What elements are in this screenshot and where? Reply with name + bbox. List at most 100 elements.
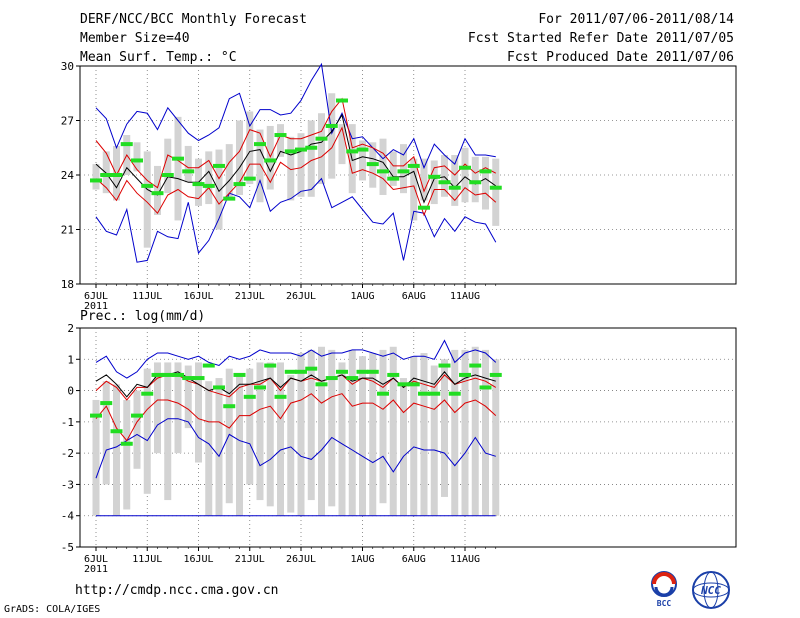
prec-spread-box <box>389 346 397 516</box>
chart-title: DERF/NCC/BCC Monthly Forecast <box>80 12 307 27</box>
temp-spread-box <box>400 144 407 194</box>
temp-spread-box <box>133 142 141 172</box>
temp-year-label: 2011 <box>84 301 108 312</box>
temp-median-mark <box>264 158 277 163</box>
temp-spread-box <box>328 93 336 179</box>
temp-xtick-label: 11JUL <box>132 291 162 302</box>
prec-spread-box <box>236 374 243 516</box>
prec-ytick-label: -3 <box>61 478 74 491</box>
temp-median-mark <box>151 191 164 196</box>
temp-median-mark <box>202 183 215 188</box>
precipitation-panel: 6JUL 11JUL 16JUL 21JUL 26JUL 1AUG 6AUG 11AUG201… <box>61 322 737 575</box>
temp-spread-box <box>92 164 100 190</box>
temp-median-mark <box>315 136 328 141</box>
prec-spread-box <box>205 381 213 516</box>
temp-spread-box <box>184 145 192 183</box>
prec-median-mark <box>459 372 471 377</box>
temp-median-mark <box>295 147 307 152</box>
temp-median-mark <box>418 205 430 210</box>
prec-median-mark <box>315 382 328 387</box>
temp-ytick-label: 18 <box>61 278 74 291</box>
temp-xtick-label: 6JUL <box>84 291 108 302</box>
prec-spread-box <box>430 365 438 516</box>
prec-median-mark <box>254 385 266 390</box>
prec-ytick-label: 1 <box>67 353 74 366</box>
prec-outer-high-line <box>95 339 497 379</box>
temp-spread-box <box>256 129 264 203</box>
prec-spread-box <box>297 353 305 516</box>
temp-median-mark <box>131 158 143 163</box>
bcc-logo-text: BCC <box>657 599 672 608</box>
prec-spread-box <box>154 362 161 454</box>
prec-median-mark <box>213 385 225 390</box>
precip-panel-label: Prec.: log(mm/d) <box>80 309 206 324</box>
prec-inner-low-line <box>95 393 497 442</box>
temp-median-mark <box>448 185 461 190</box>
temp-median-mark <box>274 133 287 138</box>
temp-median-mark <box>438 180 451 185</box>
prec-median-mark <box>110 429 123 434</box>
temp-median-mark <box>469 180 482 185</box>
prec-ytick-label: -4 <box>61 510 75 523</box>
prec-median-mark <box>366 369 379 374</box>
prec-median-mark <box>479 385 492 390</box>
fcst-started-date: Fcst Started Refer Date 2011/07/05 <box>467 31 734 46</box>
temp-spread-box <box>441 155 448 197</box>
prec-median-mark <box>438 363 451 368</box>
temp-spread-box <box>318 113 325 185</box>
temp-spread-box <box>420 158 428 201</box>
prec-spread-box <box>143 368 151 494</box>
prec-spread-box <box>359 356 366 516</box>
prec-median-mark <box>192 376 205 381</box>
temp-median-mark <box>100 173 113 177</box>
bcc-logo: BCC <box>651 571 677 608</box>
temp-xtick-label: 26JUL <box>286 291 316 302</box>
prec-spread-box <box>451 349 459 516</box>
temp-median-mark <box>141 183 154 188</box>
prec-spread-box <box>277 362 284 516</box>
prec-median-mark <box>151 372 164 377</box>
prec-ytick-label: -5 <box>61 541 74 554</box>
prec-median-mark <box>141 391 154 396</box>
prec-median-mark <box>131 413 143 418</box>
prec-spread-box <box>113 384 120 516</box>
temp-median-mark <box>407 163 420 168</box>
temp-median-mark <box>377 169 389 174</box>
ncc-logo: NCC <box>692 571 730 609</box>
prec-spread-box <box>123 399 131 510</box>
prec-spread-box <box>441 359 448 497</box>
prec-spread-box <box>195 362 202 463</box>
temp-spread-box <box>215 149 223 230</box>
prec-median-mark <box>172 372 184 377</box>
website-url[interactable]: http://cmdp.ncc.cma.gov.cn <box>75 583 279 598</box>
prec-median-mark <box>100 401 113 406</box>
temp-median-mark <box>172 156 184 161</box>
prec-outer-low-line <box>95 418 496 479</box>
temp-median-mark <box>397 169 410 174</box>
temp-spread-box <box>379 138 387 195</box>
prec-spread-box <box>92 399 100 516</box>
prec-spread-box <box>338 362 346 516</box>
prec-spread-box <box>246 368 254 485</box>
ncc-logo-text: NCC <box>700 584 721 597</box>
prec-frame <box>79 327 737 548</box>
temp-spread-box <box>471 156 479 203</box>
temp-spread-box <box>164 138 172 194</box>
temp-xtick-label: 11AUG <box>450 291 480 302</box>
prec-median-mark <box>202 363 215 368</box>
prec-xtick-label: 11JUL <box>132 554 162 565</box>
prec-median-mark <box>90 413 102 418</box>
prec-spread-box <box>420 353 428 516</box>
temp-median-mark <box>161 173 174 177</box>
temp-spread-box <box>174 116 182 221</box>
prec-median-mark <box>448 391 461 396</box>
temp-median-mark <box>346 149 359 154</box>
temp-spread-box <box>287 136 295 201</box>
temp-outer-high-line <box>95 62 496 170</box>
prec-median-mark <box>387 372 400 377</box>
temp-spread-box <box>246 111 254 185</box>
temp-xtick-label: 21JUL <box>235 291 265 302</box>
prec-spread-box <box>348 349 356 516</box>
prec-spread-box <box>164 362 172 501</box>
